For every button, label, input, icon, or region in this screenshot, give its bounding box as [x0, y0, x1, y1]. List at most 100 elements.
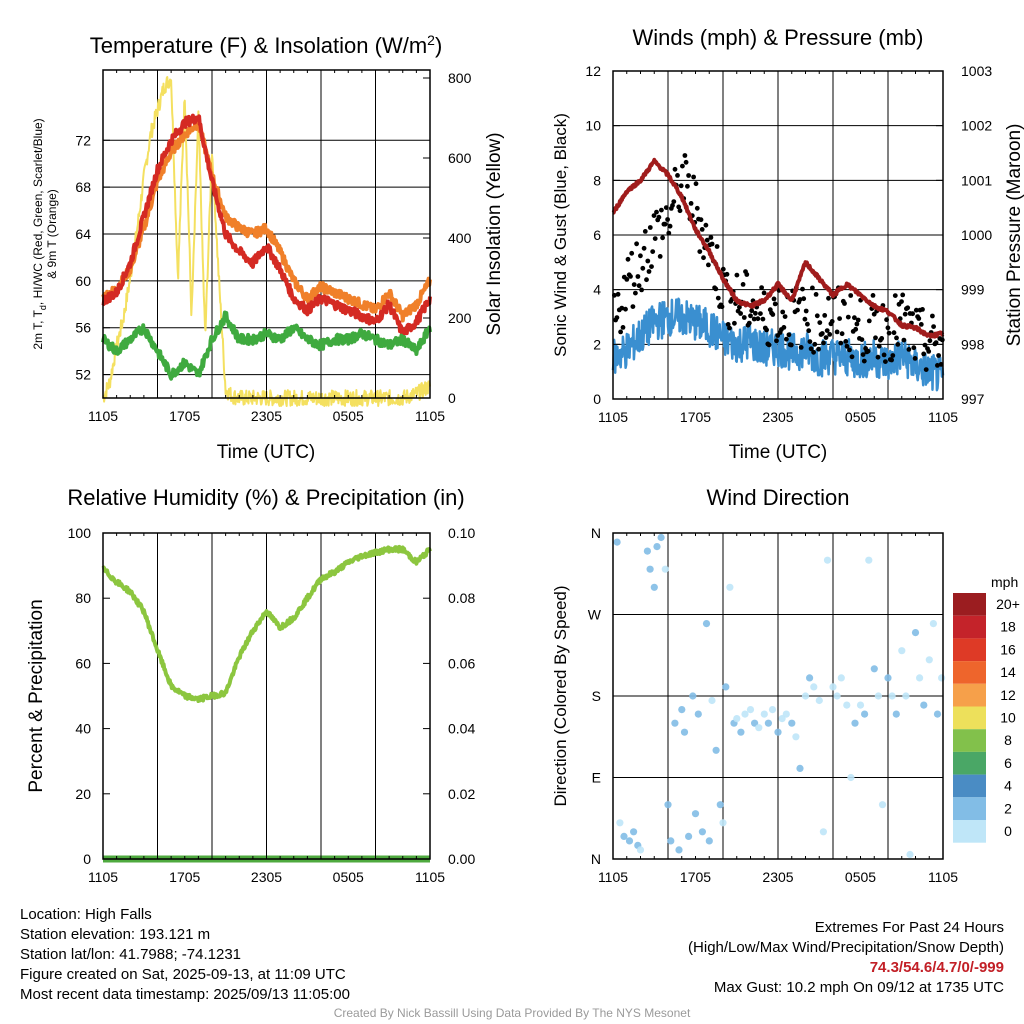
panel3-ytick-label: 20 [75, 786, 91, 802]
panel2-ytick-label: 12 [585, 63, 601, 79]
gust-point [800, 286, 805, 292]
gust-point [645, 258, 651, 264]
gust-point [631, 282, 637, 287]
panel1-ytick-label: 60 [75, 273, 91, 289]
direction-point [689, 692, 697, 700]
gust-point [780, 309, 786, 315]
gust-point [881, 352, 887, 358]
gust-point [837, 316, 842, 321]
gust-point [701, 255, 706, 261]
colorbar-label: 18 [1000, 619, 1016, 635]
panel4-ytick-label: W [588, 607, 602, 623]
direction-point [870, 665, 878, 673]
gust-point [883, 359, 888, 364]
panel3-ytick-label: 0 [83, 851, 91, 867]
station-info: Location: High Falls Station elevation: … [20, 905, 350, 1005]
gust-point [734, 272, 740, 278]
gust-point [665, 217, 670, 222]
gust-point [889, 357, 894, 363]
sonic-wind-line [611, 297, 945, 392]
gust-point [719, 304, 725, 310]
colorbar-label: 14 [1000, 664, 1016, 680]
gust-point [748, 313, 753, 319]
gust-point [709, 241, 715, 247]
direction-point [902, 692, 910, 700]
panel4-xtick-label: 1105 [928, 869, 958, 885]
humidity-ylabel-left: Percent & Precipitation [26, 599, 47, 792]
gust-point [814, 313, 820, 319]
gust-point [660, 235, 665, 241]
gust-point [638, 253, 643, 259]
gust-point [931, 324, 936, 329]
panel1-ytick-right-label: 400 [448, 230, 472, 246]
gust-point [685, 183, 690, 189]
colorbar-swatch [953, 683, 986, 707]
panel2-ytick-label: 4 [593, 282, 601, 298]
direction-point [874, 692, 883, 700]
gust-point [923, 367, 929, 372]
direction-point [792, 733, 800, 741]
gust-point [812, 341, 818, 347]
gust-point [630, 304, 636, 309]
gust-point [884, 317, 889, 323]
extremes-title: Extremes For Past 24 Hours [814, 919, 1004, 936]
colorbar-label: 4 [1004, 778, 1012, 794]
gust-point [865, 348, 871, 354]
gust-point [667, 223, 673, 229]
direction-point [719, 819, 727, 827]
winds-panel: Winds (mph) & Pressure (mb) 1105 1705 2305… [551, 25, 1024, 463]
gust-point [698, 217, 704, 223]
panel1-ytick-right-label: 600 [448, 150, 472, 166]
direction-point [768, 706, 777, 714]
credit-text: Created By Nick Bassill Using Data Provi… [333, 1006, 691, 1020]
panel2-xtick-label: 1105 [598, 409, 628, 425]
panel3-ytick-right-label: 0.10 [448, 525, 475, 541]
gust-point [633, 290, 638, 296]
gust-point [813, 292, 819, 297]
gust-point [855, 317, 861, 323]
gust-point [842, 301, 847, 306]
direction-point [788, 719, 796, 727]
panel2-xtick-label: 1705 [680, 409, 711, 425]
gust-point [823, 335, 829, 340]
panel2-xtick-label: 0505 [845, 409, 876, 425]
gust-point [899, 299, 904, 304]
gust-point [890, 353, 896, 358]
gust-point [682, 153, 688, 158]
panel2-ytick-label: 6 [593, 227, 601, 243]
gust-point [634, 241, 639, 247]
gust-point [624, 277, 630, 282]
direction-point [938, 674, 946, 682]
elevation-text: Station elevation: 193.121 m [20, 926, 211, 943]
direction-point [920, 701, 928, 709]
gust-point [686, 173, 691, 178]
gust-point [675, 173, 680, 178]
gust-point [666, 230, 672, 236]
colorbar-title: mph [991, 574, 1018, 590]
gust-point [693, 181, 699, 187]
humidity-panel-title: Relative Humidity (%) & Precipitation (i… [67, 485, 464, 510]
direction-point [643, 547, 652, 555]
gust-point [900, 292, 906, 298]
gust-point [677, 208, 683, 214]
gust-point [654, 209, 659, 215]
colorbar-swatch [953, 751, 986, 775]
colorbar-label: 8 [1004, 732, 1012, 748]
direction-point [667, 837, 675, 845]
gust-point [859, 337, 865, 342]
direction-point [726, 583, 734, 591]
colorbar-swatch [953, 729, 986, 752]
gust-point [770, 312, 776, 317]
panel1-ytick-label: 52 [75, 367, 91, 383]
gust-point [819, 331, 825, 336]
panel2-ytick-right-label: 1003 [961, 63, 992, 79]
gust-point [781, 325, 787, 330]
gust-point [650, 249, 656, 255]
gust-point [640, 265, 646, 271]
gust-point [847, 347, 852, 353]
gust-point [699, 227, 705, 232]
gust-point [659, 207, 664, 213]
winds-ylabel-right: Station Pressure (Maroon) [1004, 124, 1024, 347]
humidity-line [101, 544, 432, 703]
gust-point [816, 346, 821, 352]
